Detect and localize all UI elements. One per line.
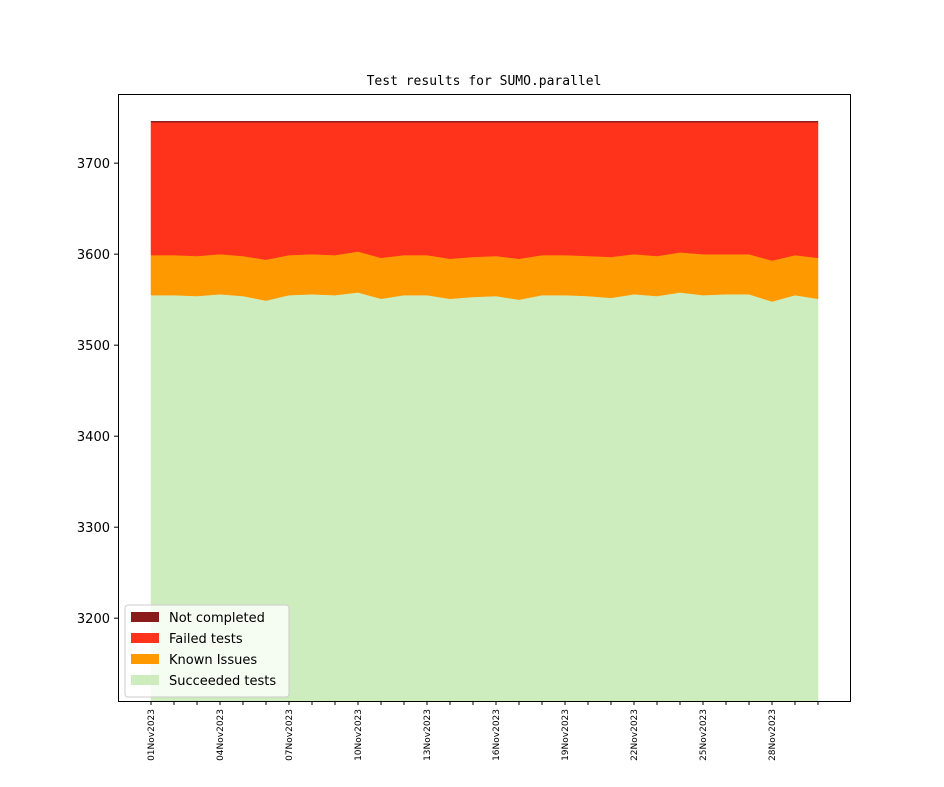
x-tick-label: 13Nov2023: [423, 709, 433, 761]
y-tick-label: 3400: [77, 430, 110, 445]
area: [150, 121, 819, 123]
y-tick-label: 3200: [77, 612, 110, 627]
legend-swatch: [131, 654, 159, 664]
x-tick-label: 01Nov2023: [147, 709, 157, 761]
x-tick-label: 07Nov2023: [285, 709, 295, 761]
y-tick-label: 3600: [77, 248, 110, 263]
x-tick-label: 25Nov2023: [699, 709, 709, 761]
x-tick-label: 28Nov2023: [768, 709, 778, 761]
legend-swatch: [131, 633, 159, 643]
x-tick-label: 16Nov2023: [492, 709, 502, 761]
legend-swatch: [131, 612, 159, 622]
x-tick-label: 10Nov2023: [354, 709, 364, 761]
legend-label: Succeeded tests: [169, 674, 276, 689]
chart-title: Test results for SUMO.parallel: [367, 74, 602, 89]
area: [150, 251, 819, 302]
legend-label: Known Issues: [169, 653, 257, 668]
plot-area: [150, 121, 819, 702]
x-tick-label: 04Nov2023: [216, 709, 226, 761]
legend: Not completed Failed tests Known Issues Suc…: [124, 604, 290, 698]
y-tick-label: 3300: [77, 521, 110, 536]
legend-label: Not completed: [169, 611, 265, 626]
legend-box: [124, 604, 290, 698]
x-tick-label: 22Nov2023: [630, 709, 640, 761]
legend-swatch: [131, 675, 159, 685]
axes-frame: [118, 94, 851, 702]
x-tick-label: 19Nov2023: [561, 709, 571, 761]
y-tick-label: 3700: [77, 157, 110, 172]
area: [150, 121, 819, 261]
legend-label: Failed tests: [169, 632, 243, 647]
y-tick-label: 3500: [77, 339, 110, 354]
